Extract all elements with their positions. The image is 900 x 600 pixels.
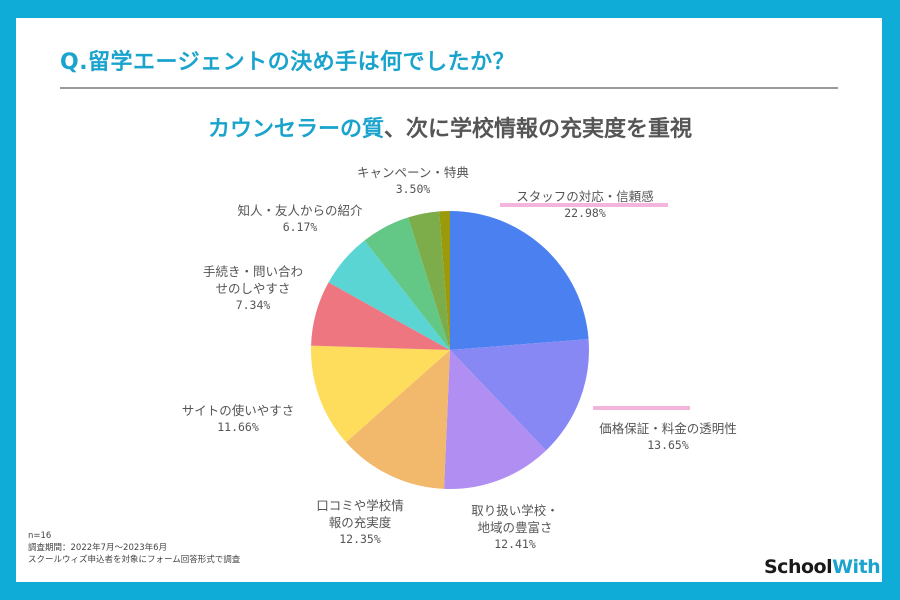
pie-slice: [311, 345, 450, 443]
title-divider: [60, 87, 838, 89]
pie-slice: [450, 211, 589, 350]
survey-method: スクールウィズ申込者を対象にフォーム回答形式で調査: [28, 555, 241, 565]
sample-size: n=16: [28, 531, 52, 541]
pie-slice: [364, 217, 450, 350]
schoolwith-logo: SchoolWith: [764, 556, 881, 578]
question-title: Q.留学エージェントの決め手は何でしたか？: [60, 50, 516, 75]
label-schools: 取り扱い学校・ 地域の豊富さ 12.41%: [471, 503, 559, 551]
subtitle-rest: 、次に学校情報の充実度を重視: [384, 117, 693, 142]
label-reviews: 口コミや学校情 報の充実度 12.35%: [316, 498, 404, 546]
highlight-mark-staff: [500, 203, 668, 207]
pie-slice: [444, 350, 547, 489]
subtitle: カウンセラーの質、次に学校情報の充実度を重視: [0, 111, 900, 143]
label-staff: スタッフの対応・信頼感 22.98%: [516, 189, 654, 220]
highlight-mark-price: [593, 406, 690, 410]
survey-period: 調査期間：2022年7月〜2023年6月: [28, 543, 168, 553]
label-referral: 知人・友人からの紹介 6.17%: [237, 203, 363, 234]
pie-slice: [311, 282, 450, 350]
pie-slice: [328, 240, 450, 350]
pie-slice: [450, 339, 589, 451]
pie-slice: [346, 350, 450, 489]
label-price: 価格保証・料金の透明性 13.65%: [599, 421, 737, 452]
pie-slice: [408, 211, 450, 350]
subtitle-highlight: カウンセラーの質: [207, 117, 384, 142]
survey-notes: n=16 調査期間：2022年7月〜2023年6月 スクールウィズ申込者を対象に…: [28, 530, 240, 566]
pie-slice: [439, 211, 450, 350]
label-campaign: キャンペーン・特典 3.50%: [357, 165, 469, 196]
label-site: サイトの使いやすさ 11.66%: [181, 403, 295, 434]
label-procedures: 手続き・問い合わ せのしやすさ 7.34%: [202, 264, 303, 312]
